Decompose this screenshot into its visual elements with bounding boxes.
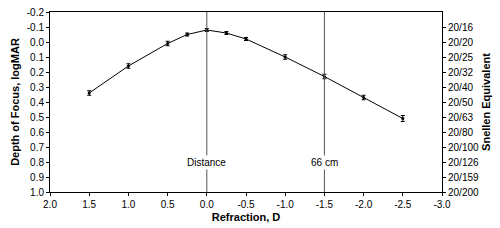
svg-text:20/50: 20/50 <box>448 97 473 108</box>
svg-text:0.5: 0.5 <box>161 199 175 210</box>
svg-text:20/100: 20/100 <box>448 142 479 153</box>
svg-text:Snellen Equivalent: Snellen Equivalent <box>480 53 492 151</box>
svg-text:-1.5: -1.5 <box>316 199 334 210</box>
svg-text:20/32: 20/32 <box>448 67 473 78</box>
svg-text:0.0: 0.0 <box>200 199 214 210</box>
svg-text:Refraction, D: Refraction, D <box>212 211 281 223</box>
svg-text:1.0: 1.0 <box>30 187 44 198</box>
svg-text:20/126: 20/126 <box>448 157 479 168</box>
svg-text:66 cm: 66 cm <box>311 157 338 168</box>
svg-text:Distance: Distance <box>187 157 226 168</box>
svg-text:20/200: 20/200 <box>448 187 479 198</box>
svg-text:20/80: 20/80 <box>448 127 473 138</box>
svg-text:20/63: 20/63 <box>448 112 473 123</box>
svg-text:0.0: 0.0 <box>30 37 44 48</box>
svg-text:0.9: 0.9 <box>30 172 44 183</box>
svg-text:-2.5: -2.5 <box>394 199 412 210</box>
svg-text:0.4: 0.4 <box>30 97 44 108</box>
svg-text:-2.0: -2.0 <box>355 199 373 210</box>
svg-text:1.5: 1.5 <box>82 199 96 210</box>
svg-text:-1.0: -1.0 <box>277 199 295 210</box>
svg-text:-0.1: -0.1 <box>27 22 45 33</box>
svg-text:1.0: 1.0 <box>121 199 135 210</box>
svg-text:0.1: 0.1 <box>30 52 44 63</box>
svg-text:-0.2: -0.2 <box>27 7 45 18</box>
svg-text:2.0: 2.0 <box>43 199 57 210</box>
svg-text:20/40: 20/40 <box>448 82 473 93</box>
svg-text:0.2: 0.2 <box>30 67 44 78</box>
svg-text:0.6: 0.6 <box>30 127 44 138</box>
svg-text:20/16: 20/16 <box>448 22 473 33</box>
svg-text:-0.5: -0.5 <box>237 199 255 210</box>
svg-text:20/25: 20/25 <box>448 52 473 63</box>
svg-text:0.5: 0.5 <box>30 112 44 123</box>
svg-text:0.7: 0.7 <box>30 142 44 153</box>
svg-text:0.8: 0.8 <box>30 157 44 168</box>
svg-text:0.3: 0.3 <box>30 82 44 93</box>
svg-text:20/159: 20/159 <box>448 172 479 183</box>
svg-text:20/20: 20/20 <box>448 37 473 48</box>
svg-text:-3.0: -3.0 <box>433 199 451 210</box>
svg-text:Depth of Focus, logMAR: Depth of Focus, logMAR <box>9 38 21 166</box>
